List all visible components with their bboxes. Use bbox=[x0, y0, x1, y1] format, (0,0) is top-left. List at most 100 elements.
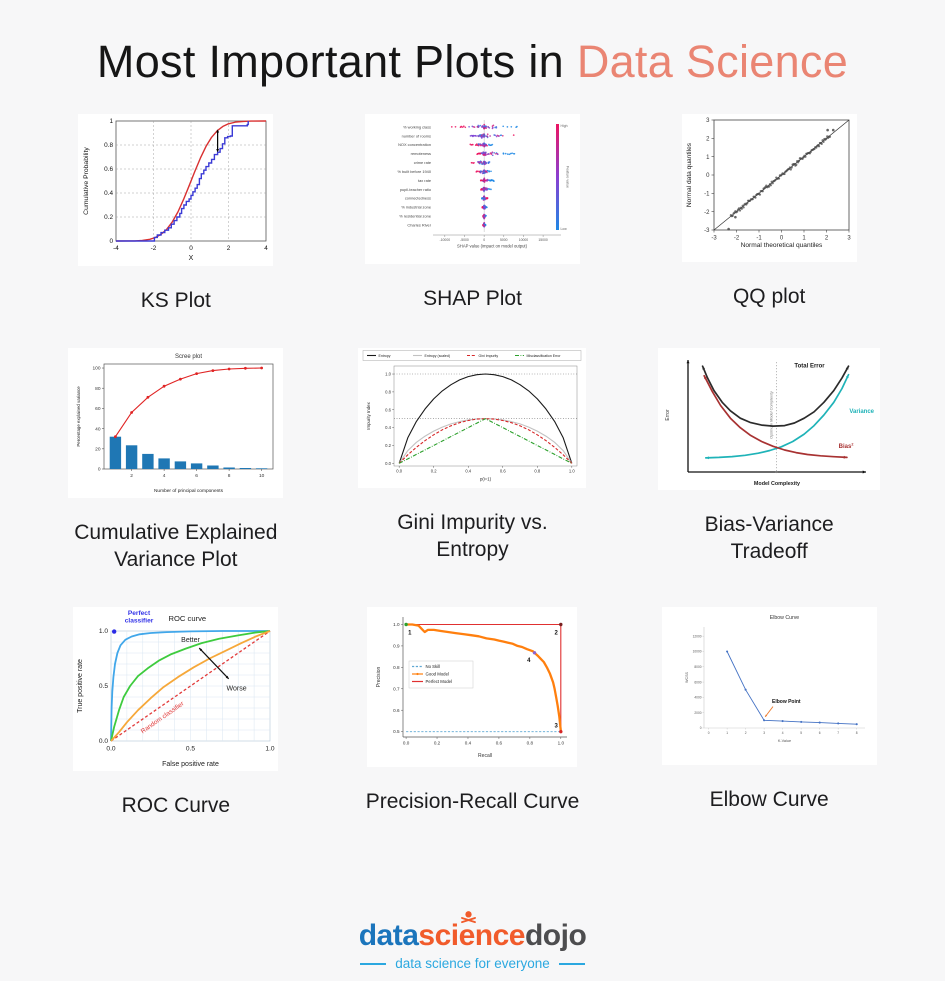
elbow-curve-card: Elbow Curve 0 2000 4000 6000 8000 10000 12000 0 1… bbox=[661, 606, 877, 765]
svg-text:4: 4 bbox=[265, 245, 269, 252]
svg-text:12000: 12000 bbox=[692, 634, 701, 638]
svg-text:-10000: -10000 bbox=[440, 238, 451, 242]
svg-text:7: 7 bbox=[837, 731, 839, 735]
svg-text:% residential zone: % residential zone bbox=[399, 213, 431, 218]
svg-text:Model Complexity: Model Complexity bbox=[754, 481, 800, 487]
svg-text:0.8: 0.8 bbox=[394, 665, 401, 670]
svg-text:6: 6 bbox=[818, 731, 820, 735]
svg-text:0.2: 0.2 bbox=[434, 740, 441, 745]
title-accent: Data Science bbox=[576, 36, 849, 87]
svg-text:15000: 15000 bbox=[538, 238, 548, 242]
svg-text:Optimum Model Complexity: Optimum Model Complexity bbox=[769, 390, 774, 439]
svg-text:number of rooms: number of rooms bbox=[402, 133, 431, 138]
svg-text:1: 1 bbox=[802, 236, 806, 242]
chart-caption: Precision-Recall Curve bbox=[365, 789, 580, 813]
roc-curve-chart: ROC curvePerfectclassifierBetterWorseRan… bbox=[77, 610, 275, 768]
svg-text:0.2: 0.2 bbox=[431, 469, 437, 474]
svg-text:0.6: 0.6 bbox=[386, 408, 392, 413]
svg-text:crime rate: crime rate bbox=[414, 160, 431, 165]
svg-text:0.9: 0.9 bbox=[394, 643, 401, 648]
svg-text:remoteness: remoteness bbox=[411, 151, 431, 156]
svg-text:Cumulative Probability: Cumulative Probability bbox=[83, 147, 90, 215]
svg-text:-3: -3 bbox=[704, 228, 710, 234]
svg-text:8: 8 bbox=[228, 473, 231, 479]
svg-text:High: High bbox=[560, 124, 567, 128]
svg-text:-3: -3 bbox=[711, 236, 717, 242]
chart-caption: Cumulative Explained Variance Plot bbox=[74, 521, 278, 571]
svg-text:0: 0 bbox=[190, 245, 194, 252]
svg-text:1.0: 1.0 bbox=[99, 628, 108, 635]
svg-text:5: 5 bbox=[800, 731, 802, 735]
svg-text:0: 0 bbox=[98, 467, 101, 473]
svg-text:Percentage explained variance: Percentage explained variance bbox=[76, 386, 81, 447]
svg-text:8000: 8000 bbox=[694, 665, 701, 669]
svg-text:1: 1 bbox=[110, 118, 114, 125]
svg-text:Impurity Index: Impurity Index bbox=[366, 402, 371, 430]
svg-text:0.6: 0.6 bbox=[104, 166, 113, 173]
svg-text:0: 0 bbox=[706, 173, 710, 179]
bias-variance-card: Optimum Model Complexity Total Error Varia… bbox=[658, 348, 881, 491]
svg-text:Good Model: Good Model bbox=[426, 671, 449, 676]
chart-caption: ROC Curve bbox=[121, 793, 231, 817]
ks-plot-chart: -4 -2 0 2 4 0 0.2 0.4 0.6 0.8 1 X Cumulative Probabi… bbox=[83, 118, 269, 262]
svg-text:20: 20 bbox=[95, 447, 101, 453]
svg-text:80: 80 bbox=[95, 386, 101, 392]
svg-text:0.2: 0.2 bbox=[104, 214, 113, 221]
svg-text:0.2: 0.2 bbox=[386, 443, 392, 448]
svg-text:Elbow Point: Elbow Point bbox=[772, 699, 801, 705]
figure-roc-curve: ROC curve Perfect classifier Better Worse Ran… bbox=[28, 606, 325, 819]
svg-text:4: 4 bbox=[781, 731, 783, 735]
logo-dojo: dojo bbox=[524, 919, 587, 952]
svg-text:Low: Low bbox=[560, 227, 567, 231]
svg-text:0: 0 bbox=[110, 238, 114, 245]
logo-data: data bbox=[358, 919, 419, 952]
figure-elbow-curve: Elbow Curve 0 2000 4000 6000 8000 10000 12000 0 1… bbox=[621, 606, 918, 819]
logo-science: science bbox=[418, 911, 525, 951]
svg-text:0.4: 0.4 bbox=[466, 469, 472, 474]
figure-scree-plot: Scree plot 2 4 6 8 10 0 20 40 60 80 100 Number of pr… bbox=[28, 348, 325, 573]
svg-text:0.5: 0.5 bbox=[394, 729, 401, 734]
svg-text:1.0: 1.0 bbox=[386, 372, 392, 377]
svg-text:0.8: 0.8 bbox=[386, 390, 392, 395]
svg-text:Variance: Variance bbox=[849, 409, 874, 415]
svg-text:1: 1 bbox=[726, 731, 728, 735]
svg-text:WCSS: WCSS bbox=[685, 671, 689, 682]
svg-text:Precision: Precision bbox=[376, 666, 382, 687]
svg-text:1.0: 1.0 bbox=[558, 740, 565, 745]
precision-recall-card: 0.5 0.6 0.7 0.8 0.9 1.0 0.0 0.2 0.4 0.6 0.8 1.0 1 2 3 4… bbox=[367, 606, 578, 767]
svg-text:0: 0 bbox=[707, 731, 709, 735]
svg-text:0.7: 0.7 bbox=[394, 686, 401, 691]
svg-text:3: 3 bbox=[555, 723, 559, 729]
svg-text:0: 0 bbox=[779, 236, 783, 242]
svg-text:0: 0 bbox=[483, 238, 485, 242]
svg-text:0.6: 0.6 bbox=[394, 708, 401, 713]
elbow-curve-chart: Elbow Curve 0 2000 4000 6000 8000 10000 12000 0 1… bbox=[685, 615, 865, 743]
svg-text:K-Value: K-Value bbox=[778, 739, 791, 743]
roc-curve-card: ROC curve Perfect classifier Better Worse Ran… bbox=[73, 606, 279, 771]
svg-text:8: 8 bbox=[855, 731, 857, 735]
chart-caption: Elbow Curve bbox=[709, 787, 829, 811]
svg-text:True positive rate: True positive rate bbox=[77, 659, 84, 713]
svg-text:Entropy: Entropy bbox=[379, 354, 391, 358]
svg-text:SHAP value (impact on model ou: SHAP value (impact on model output) bbox=[457, 244, 528, 249]
svg-text:0.4: 0.4 bbox=[465, 740, 472, 745]
svg-text:2: 2 bbox=[555, 630, 559, 636]
ninja-icon bbox=[460, 911, 476, 924]
svg-text:1: 1 bbox=[706, 155, 710, 161]
svg-text:10: 10 bbox=[259, 473, 265, 479]
figure-bias-variance: Optimum Model Complexity Total Error Varia… bbox=[621, 348, 918, 573]
svg-text:% industrial zone: % industrial zone bbox=[401, 205, 431, 210]
svg-text:6000: 6000 bbox=[694, 680, 701, 684]
svg-text:-5000: -5000 bbox=[460, 238, 469, 242]
svg-text:2: 2 bbox=[227, 245, 231, 252]
shap-plot-chart: % working class number of rooms NOX concen… bbox=[397, 120, 569, 249]
tagline-dash-left bbox=[360, 962, 387, 965]
svg-text:ROC curve: ROC curve bbox=[169, 614, 207, 623]
svg-text:% working class: % working class bbox=[403, 124, 431, 129]
svg-text:-1: -1 bbox=[704, 191, 710, 197]
svg-text:2: 2 bbox=[744, 731, 746, 735]
svg-text:Worse: Worse bbox=[227, 685, 247, 692]
svg-text:1.0: 1.0 bbox=[569, 469, 575, 474]
qq-plot-card: -3 -3 -2 -2 -1 -1 0 0 1 1 2 2 3 3 Normal theoretical q… bbox=[681, 114, 857, 262]
